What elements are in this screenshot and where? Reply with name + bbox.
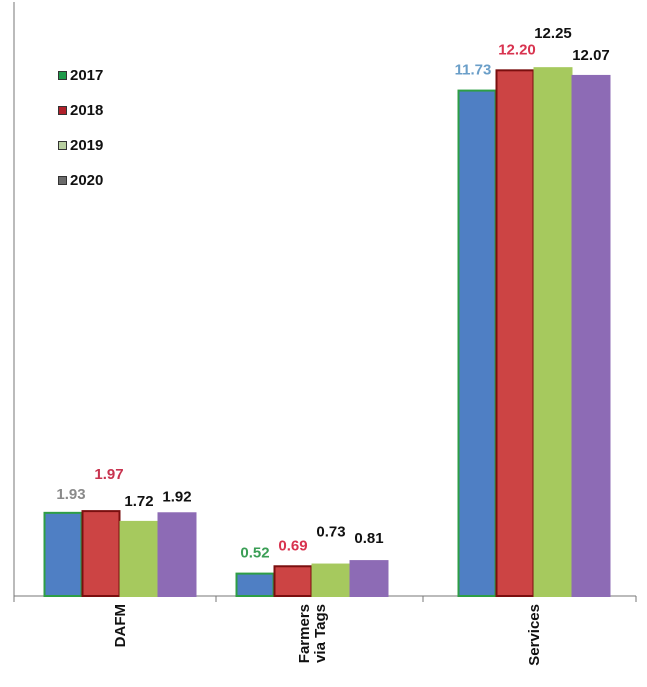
legend-swatch-2019	[58, 141, 67, 150]
bar-2018-0	[81, 510, 121, 598]
bar-2019-0	[119, 520, 159, 598]
category-label-line: via Tags	[312, 604, 329, 663]
bar-2017-0	[43, 511, 83, 598]
data-label-2019-0: 1.72	[124, 493, 153, 510]
data-label-2019-1: 0.73	[316, 524, 345, 541]
legend-item-2019: 2019	[58, 128, 103, 163]
category-label-1: Farmers via Tags	[296, 604, 329, 663]
data-label-2020-2: 12.07	[572, 47, 610, 64]
legend-item-2018: 2018	[58, 93, 103, 128]
category-label-0: DAFM	[112, 604, 129, 647]
chart-legend: 2017 2018 2019 2020	[58, 58, 103, 198]
data-label-2018-1: 0.69	[278, 537, 307, 554]
legend-swatch-2017	[58, 71, 67, 80]
bar-2019-2	[533, 67, 573, 597]
legend-swatch-2018	[58, 106, 67, 115]
legend-item-2017: 2017	[58, 58, 103, 93]
bar-2017-2	[457, 89, 497, 597]
bar-2020-2	[571, 74, 611, 598]
category-label-line: Services	[526, 604, 543, 666]
chart-category-labels: DAFM Farmers via Tags Services	[112, 604, 543, 666]
bar-2018-2	[495, 69, 535, 597]
legend-label-2019: 2019	[70, 137, 104, 154]
category-label-line: Farmers	[296, 604, 313, 663]
legend-label-2020: 2020	[70, 172, 104, 189]
legend-label-2017: 2017	[70, 67, 104, 84]
legend-label-2018: 2018	[70, 102, 104, 119]
data-label-2017-2: 11.73	[455, 62, 492, 79]
chart-data-labels: 1.930.5211.731.970.6912.201.720.7312.251…	[56, 25, 609, 561]
bar-2017-1	[235, 572, 275, 597]
chart-bars	[43, 67, 611, 598]
data-label-2017-0: 1.93	[56, 486, 85, 503]
bar-2020-1	[349, 560, 389, 597]
bar-2019-1	[311, 563, 351, 598]
data-label-2019-2: 12.25	[534, 25, 572, 42]
data-label-2020-0: 1.92	[162, 488, 191, 505]
category-label-line: DAFM	[112, 604, 129, 647]
legend-item-2020: 2020	[58, 163, 103, 198]
data-label-2017-1: 0.52	[240, 545, 269, 562]
bar-2020-0	[157, 512, 197, 597]
data-label-2018-0: 1.97	[94, 466, 123, 483]
data-label-2018-2: 12.20	[498, 41, 536, 58]
data-label-2020-1: 0.81	[354, 530, 383, 547]
category-label-2: Services	[526, 604, 543, 666]
legend-swatch-2020	[58, 176, 67, 185]
bar-2018-1	[273, 565, 313, 597]
